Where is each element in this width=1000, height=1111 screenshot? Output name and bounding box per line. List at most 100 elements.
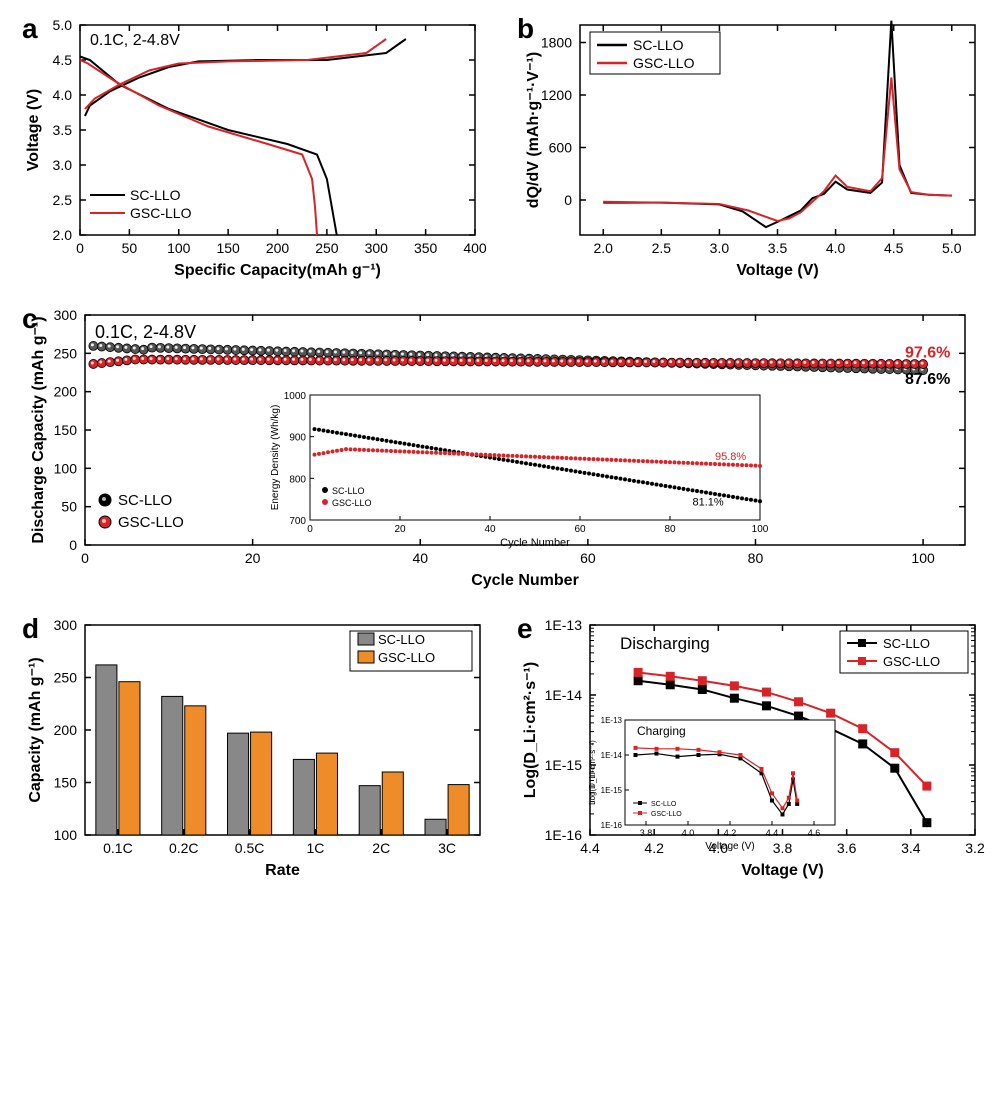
svg-text:250: 250 <box>315 240 339 256</box>
svg-text:150: 150 <box>216 240 240 256</box>
svg-text:0.1C, 2-4.8V: 0.1C, 2-4.8V <box>95 322 196 342</box>
svg-text:Discharge Capacity (mAh g⁻¹): Discharge Capacity (mAh g⁻¹) <box>30 316 47 543</box>
svg-text:3.5: 3.5 <box>768 240 788 256</box>
svg-text:1E-16: 1E-16 <box>545 827 583 843</box>
svg-text:80: 80 <box>748 550 764 566</box>
svg-text:GSC-LLO: GSC-LLO <box>651 811 682 818</box>
svg-text:1000: 1000 <box>284 391 307 402</box>
svg-text:0: 0 <box>69 537 77 553</box>
svg-text:Rate: Rate <box>265 862 300 879</box>
svg-text:600: 600 <box>549 140 573 156</box>
svg-text:3C: 3C <box>438 840 456 856</box>
svg-text:900: 900 <box>289 433 306 444</box>
svg-text:1200: 1200 <box>541 87 572 103</box>
svg-text:SC-LLO: SC-LLO <box>651 801 677 808</box>
svg-text:150: 150 <box>54 422 78 438</box>
svg-text:3.5: 3.5 <box>53 122 73 138</box>
svg-text:2.0: 2.0 <box>594 240 614 256</box>
svg-text:2.0: 2.0 <box>53 227 73 243</box>
svg-text:800: 800 <box>289 474 306 485</box>
svg-text:1E-16: 1E-16 <box>601 821 623 830</box>
svg-text:3.2: 3.2 <box>965 840 985 856</box>
svg-text:60: 60 <box>574 524 586 535</box>
svg-text:250: 250 <box>54 670 78 686</box>
svg-text:1E-15: 1E-15 <box>601 786 623 795</box>
svg-text:4.4: 4.4 <box>766 828 779 838</box>
svg-text:300: 300 <box>54 617 78 633</box>
svg-text:3.8: 3.8 <box>640 828 653 838</box>
svg-text:e: e <box>517 613 533 644</box>
svg-text:3.8: 3.8 <box>773 840 793 856</box>
panel-a: a0501001502002503003504002.02.53.03.54.0… <box>10 10 495 290</box>
svg-text:1E-14: 1E-14 <box>601 751 623 760</box>
svg-text:3.4: 3.4 <box>901 840 921 856</box>
svg-text:Voltage (V): Voltage (V) <box>705 841 754 852</box>
panel-d: d1001502002503000.1C0.2C0.5C1C2C3CRateCa… <box>10 610 495 890</box>
svg-text:200: 200 <box>54 384 78 400</box>
svg-text:87.6%: 87.6% <box>905 371 950 388</box>
svg-text:4.0: 4.0 <box>53 87 73 103</box>
svg-text:dQ/dV (mAh·g⁻¹·V⁻¹): dQ/dV (mAh·g⁻¹·V⁻¹) <box>525 52 542 208</box>
svg-text:20: 20 <box>245 550 261 566</box>
svg-text:100: 100 <box>54 827 78 843</box>
svg-text:3.6: 3.6 <box>837 840 857 856</box>
svg-text:50: 50 <box>122 240 138 256</box>
svg-text:SC-LLO: SC-LLO <box>118 492 172 509</box>
svg-text:400: 400 <box>463 240 487 256</box>
panel-e: e4.44.24.03.83.63.43.21E-161E-151E-141E-… <box>505 610 990 890</box>
svg-text:Charging: Charging <box>637 724 686 738</box>
svg-text:300: 300 <box>365 240 389 256</box>
svg-text:1E-13: 1E-13 <box>601 716 623 725</box>
svg-text:4.4: 4.4 <box>580 840 600 856</box>
svg-text:1E-15: 1E-15 <box>545 757 583 773</box>
svg-text:1E-14: 1E-14 <box>545 687 583 703</box>
svg-text:50: 50 <box>61 499 77 515</box>
svg-text:SC-LLO: SC-LLO <box>130 187 181 203</box>
svg-text:GSC-LLO: GSC-LLO <box>883 654 940 669</box>
svg-text:GSC-LLO: GSC-LLO <box>130 205 192 221</box>
svg-text:GSC-LLO: GSC-LLO <box>378 650 435 665</box>
svg-text:Specific Capacity(mAh g⁻¹): Specific Capacity(mAh g⁻¹) <box>174 262 381 279</box>
svg-text:0: 0 <box>307 524 313 535</box>
svg-text:SC-LLO: SC-LLO <box>332 486 365 496</box>
svg-text:4.6: 4.6 <box>808 828 821 838</box>
svg-text:100: 100 <box>911 550 935 566</box>
svg-text:Log(D_Li·cm²·s⁻¹): Log(D_Li·cm²·s⁻¹) <box>522 662 539 798</box>
svg-text:40: 40 <box>412 550 428 566</box>
svg-text:0.2C: 0.2C <box>169 840 199 856</box>
svg-text:GSC-LLO: GSC-LLO <box>332 498 372 508</box>
svg-text:Cycle Number: Cycle Number <box>471 572 579 589</box>
svg-text:81.1%: 81.1% <box>693 496 724 508</box>
svg-text:100: 100 <box>54 460 78 476</box>
svg-text:0.1C, 2-4.8V: 0.1C, 2-4.8V <box>90 32 180 49</box>
svg-text:100: 100 <box>752 524 769 535</box>
svg-text:Cycle Number: Cycle Number <box>500 537 570 549</box>
svg-text:250: 250 <box>54 345 78 361</box>
svg-text:Voltage (V): Voltage (V) <box>741 862 823 879</box>
svg-text:5.0: 5.0 <box>942 240 962 256</box>
svg-text:d: d <box>22 613 39 644</box>
svg-text:SC-LLO: SC-LLO <box>633 37 684 53</box>
svg-text:1C: 1C <box>306 840 324 856</box>
svg-text:a: a <box>22 13 38 44</box>
svg-text:4.5: 4.5 <box>884 240 904 256</box>
svg-text:1E-13: 1E-13 <box>545 617 583 633</box>
svg-text:350: 350 <box>414 240 438 256</box>
svg-text:80: 80 <box>664 524 676 535</box>
svg-text:2.5: 2.5 <box>53 192 73 208</box>
svg-text:Voltage (V): Voltage (V) <box>25 89 42 171</box>
svg-text:Log(D_Li·cm²·s⁻¹): Log(D_Li·cm²·s⁻¹) <box>588 740 597 805</box>
svg-text:3.0: 3.0 <box>53 157 73 173</box>
svg-text:GSC-LLO: GSC-LLO <box>633 55 695 71</box>
panel-c: c020406080100050100150200250300Cycle Num… <box>10 300 990 600</box>
svg-text:200: 200 <box>54 722 78 738</box>
svg-text:40: 40 <box>484 524 496 535</box>
svg-text:GSC-LLO: GSC-LLO <box>118 514 184 531</box>
svg-text:Capacity (mAh g⁻¹): Capacity (mAh g⁻¹) <box>27 657 44 802</box>
svg-text:97.6%: 97.6% <box>905 344 950 361</box>
svg-text:150: 150 <box>54 775 78 791</box>
svg-text:4.2: 4.2 <box>724 828 737 838</box>
svg-text:0: 0 <box>81 550 89 566</box>
svg-text:Energy Density (Wh/kg): Energy Density (Wh/kg) <box>270 405 281 511</box>
svg-text:20: 20 <box>394 524 406 535</box>
